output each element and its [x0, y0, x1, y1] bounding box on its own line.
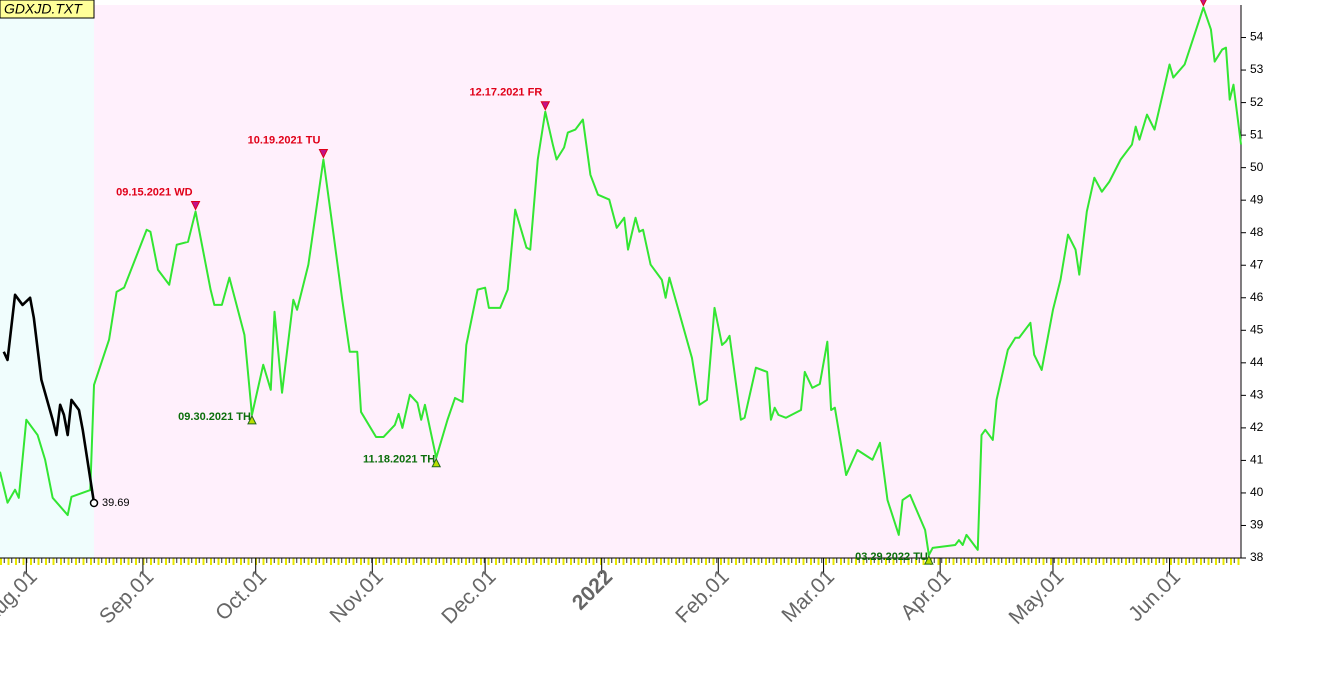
high-marker [540, 101, 551, 111]
annotation: 09.15.2021 WD [116, 186, 192, 198]
y-tick-label: 40 [1250, 485, 1264, 499]
chart-title: GDXJD.TXT [4, 1, 83, 17]
x-tick-label: Jun.01 [1124, 565, 1185, 626]
y-tick-label: 41 [1250, 453, 1264, 467]
low-marker [924, 554, 934, 565]
backgrounds [0, 5, 1242, 558]
annotations: 09.15.2021 WD 10.19.2021 TU 12.17.2021 FR 0… [116, 0, 1207, 565]
y-tick-label: 43 [1250, 388, 1264, 402]
y-tick-label: 47 [1250, 257, 1264, 271]
region [0, 5, 95, 558]
y-tick-label: 49 [1250, 192, 1264, 206]
y-tick-label: 46 [1250, 290, 1264, 304]
series-line [0, 6, 1242, 557]
x-tick-label: Dec.01 [437, 565, 500, 628]
y-tick-label: 50 [1250, 160, 1264, 174]
end-marker [89, 498, 99, 508]
y-tick-label: 45 [1250, 322, 1264, 336]
y-tick-label: 39 [1250, 518, 1264, 532]
y-tick-label: 38 [1250, 550, 1264, 564]
title-box [0, 0, 95, 19]
lines: 39.69 [0, 6, 1242, 557]
x-tick-label: Mar.01 [777, 565, 839, 627]
y-tick-label: 44 [1250, 355, 1264, 369]
annotation: 12.17.2021 FR [470, 87, 543, 99]
y-tick-label: 51 [1250, 127, 1264, 141]
low-marker [247, 414, 257, 425]
x-tick-label: Nov.01 [326, 565, 388, 627]
annotation: 11.18.2021 TH [363, 454, 435, 466]
x-tick-label: Feb.01 [671, 565, 734, 628]
high-marker [318, 149, 329, 159]
y-tick-label: 53 [1250, 62, 1264, 76]
x-tick-label: May.01 [1005, 565, 1069, 629]
x-tick-label: Oct.01 [211, 565, 271, 625]
low-marker [431, 457, 442, 468]
y-tick-label: 42 [1250, 420, 1264, 434]
annotation: 10.19.2021 TU [248, 134, 321, 146]
region [94, 5, 1242, 558]
x-tick-label: Sep.01 [95, 565, 158, 628]
high-marker [190, 201, 201, 211]
y-tick-label: 52 [1250, 95, 1264, 109]
y-tick-label: 48 [1250, 225, 1264, 239]
series-line [2, 293, 96, 504]
annotation: 09.30.2021 TH [178, 411, 251, 423]
end-label: 39.69 [102, 497, 130, 509]
y-tick-label: 54 [1250, 30, 1264, 44]
high-marker [1200, 0, 1207, 7]
annotation: 03.29.2022 TU [855, 551, 928, 563]
x-tick-label: Apr.01 [896, 565, 955, 624]
minor-ticks [0, 558, 1241, 566]
x-tick-label: Aug.01 [0, 565, 42, 628]
x-tick-label: 2022 [568, 565, 617, 614]
